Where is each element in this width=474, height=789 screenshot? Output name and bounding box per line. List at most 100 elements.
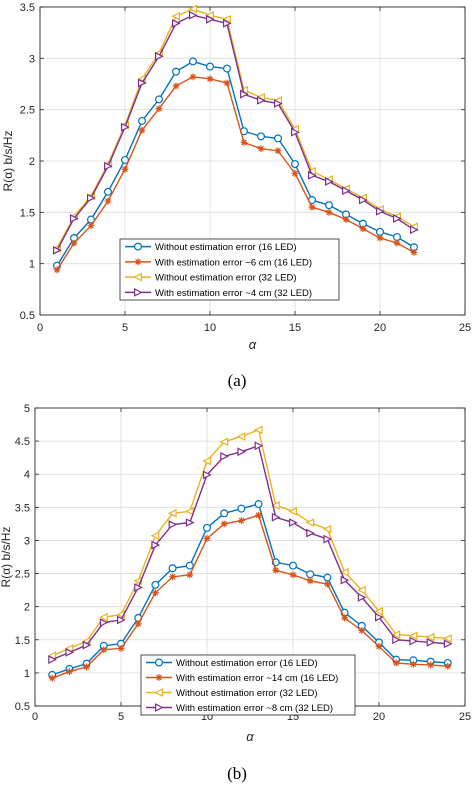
data-point — [121, 165, 129, 173]
data-point — [206, 62, 215, 71]
data-point — [69, 214, 79, 223]
y-tick-label: 3.5 — [20, 2, 35, 14]
data-point — [393, 239, 401, 247]
data-point — [288, 506, 297, 516]
data-point — [155, 95, 164, 104]
data-point — [426, 638, 436, 647]
y-tick-label: 3.5 — [15, 502, 30, 514]
x-tick-label: 5 — [122, 322, 128, 334]
data-point — [289, 518, 298, 527]
legend-box — [119, 238, 340, 301]
data-point — [341, 614, 348, 622]
data-point — [134, 583, 143, 592]
data-point — [116, 615, 126, 625]
data-point — [374, 606, 383, 616]
x-tick-label: 5 — [118, 711, 124, 723]
legend: Without estimation error (16 LED) With es… — [119, 238, 340, 301]
x-tick-label: 0 — [32, 711, 38, 723]
y-axis-label: R(α) b/s/Hz — [0, 527, 13, 588]
data-point — [237, 447, 247, 457]
data-point — [155, 51, 164, 61]
data-point — [410, 225, 419, 235]
data-point — [169, 573, 176, 581]
data-point — [104, 197, 112, 205]
data-point — [376, 206, 385, 216]
y-tick-label: 4 — [24, 469, 30, 481]
data-point — [99, 612, 108, 622]
data-point — [203, 470, 212, 480]
data-point — [324, 580, 331, 588]
data-point — [82, 640, 92, 650]
data-point — [188, 4, 197, 14]
series-4 — [52, 10, 419, 255]
data-point — [409, 636, 419, 646]
data-point — [206, 14, 215, 24]
x-tick-label: 15 — [289, 322, 301, 334]
data-point — [359, 195, 368, 205]
legend-marker — [134, 242, 143, 251]
data-point — [189, 10, 198, 20]
data-point — [325, 208, 333, 216]
data-point — [358, 627, 366, 634]
legend-label: Without estimation error (16 LED) — [176, 658, 318, 669]
data-point — [48, 655, 57, 665]
data-point — [86, 193, 96, 203]
y-tick-label: 0.5 — [15, 701, 30, 713]
x-tick-label: 20 — [373, 711, 385, 723]
y-axis-label: R(α) b/s/Hz — [1, 131, 15, 192]
data-point — [254, 441, 264, 451]
data-point — [342, 216, 350, 223]
data-point — [443, 634, 452, 643]
data-point — [87, 222, 95, 230]
data-point — [325, 177, 334, 186]
data-point — [134, 620, 142, 628]
data-point — [152, 589, 159, 597]
series-line — [56, 76, 415, 271]
legend-label: With estimation error ~4 cm (32 LED) — [155, 288, 312, 299]
legend-label: Without estimation error (32 LED) — [155, 273, 297, 284]
y-tick-label: 2 — [29, 156, 35, 168]
legend-marker — [134, 288, 143, 297]
data-point — [375, 643, 383, 650]
data-point — [376, 234, 384, 242]
data-point — [289, 571, 297, 579]
data-point — [167, 508, 177, 518]
data-point — [359, 225, 367, 233]
y-tick-label: 1 — [29, 259, 35, 271]
data-point — [99, 618, 109, 627]
series-line — [56, 60, 415, 267]
data-point — [308, 203, 316, 211]
data-point — [392, 659, 400, 667]
data-point — [410, 660, 417, 668]
data-point — [117, 644, 125, 652]
data-point — [66, 668, 73, 675]
data-point — [219, 437, 229, 447]
data-point — [308, 171, 317, 180]
data-point — [185, 518, 195, 527]
y-tick-label: 2.5 — [15, 569, 30, 581]
series-line — [56, 8, 415, 249]
data-point — [305, 518, 315, 527]
y-tick-label: 2.5 — [20, 105, 35, 117]
data-point — [257, 96, 266, 105]
data-point — [307, 166, 316, 176]
x-tick-label: 20 — [374, 322, 386, 334]
data-point — [274, 99, 283, 108]
data-point — [52, 245, 62, 255]
legend-marker — [155, 674, 163, 681]
data-point — [375, 612, 384, 622]
data-point — [53, 266, 61, 274]
data-point — [103, 161, 113, 171]
y-tick-label: 3 — [24, 535, 30, 547]
legend-label: With estimation error ~6 cm (16 LED) — [155, 257, 312, 268]
data-point — [322, 524, 332, 534]
data-point — [172, 67, 181, 76]
data-point — [238, 517, 245, 524]
data-point — [274, 147, 282, 155]
data-point — [289, 561, 298, 570]
legend-label: With estimation error ~14 cm (16 LED) — [176, 673, 338, 684]
data-point — [138, 78, 147, 88]
data-point — [325, 201, 334, 210]
